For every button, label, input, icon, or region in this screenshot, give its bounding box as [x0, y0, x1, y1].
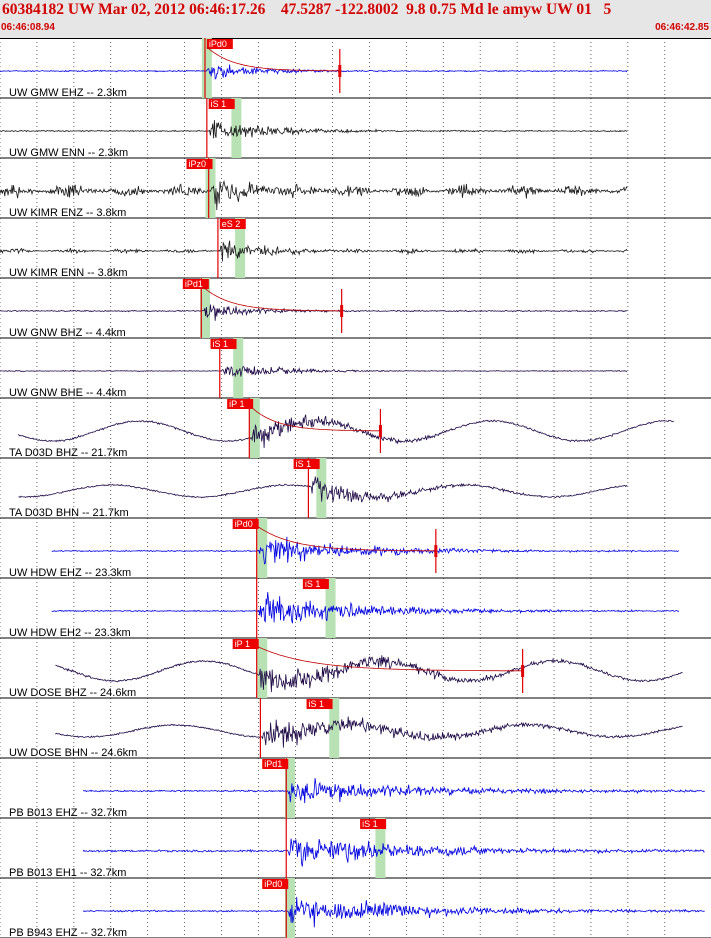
channel-label: TA D03D BHN -- 21.7km — [9, 507, 129, 519]
phase-window-band — [375, 818, 386, 878]
pick-label: iS 1 — [362, 819, 378, 829]
phase-window-band — [284, 878, 295, 938]
waveform-trace — [0, 179, 628, 211]
channel-label: TA D03D BHZ -- 21.7km — [9, 447, 127, 459]
channel-label: UW DOSE BHN -- 24.6km — [9, 747, 137, 759]
plot-header: 60384182 UW Mar 02, 2012 06:46:17.26 47.… — [0, 0, 711, 39]
waveform-trace — [18, 476, 628, 503]
channel-label: UW GMW EHZ -- 2.3km — [9, 87, 127, 99]
coda-curve — [258, 526, 435, 552]
channel-label: UW GNW BHZ -- 4.4km — [9, 327, 126, 339]
pick-label-box — [232, 519, 259, 529]
channel-label: UW HDW EH2 -- 23.3km — [9, 627, 131, 639]
pick-label: iPd1 — [185, 279, 203, 289]
pick-label: iPd0 — [209, 39, 227, 49]
waveform-trace — [0, 304, 628, 321]
coda-marker-box — [521, 665, 525, 677]
pick-label-box — [219, 219, 246, 229]
waveform-trace — [0, 120, 628, 139]
pick-label: iPz0 — [189, 159, 207, 169]
pick-label-box — [306, 699, 333, 709]
pick-label: iS 1 — [213, 339, 229, 349]
pick-label: iS 1 — [296, 459, 312, 469]
pick-label-box — [210, 339, 237, 349]
phase-window-band — [257, 518, 268, 578]
waveform-trace — [82, 838, 705, 867]
pick-label-box — [227, 399, 254, 409]
pick-label: iS 1 — [305, 579, 321, 589]
waveform-trace — [83, 777, 705, 804]
waveform-trace — [0, 240, 628, 262]
phase-window-band — [201, 38, 212, 98]
pick-label: eS 2 — [222, 219, 241, 229]
phase-window-band — [233, 338, 244, 398]
channel-label: PB B943 EHZ -- 32.7km — [9, 927, 127, 938]
waveform-trace — [55, 655, 683, 693]
pick-label: iPd0 — [235, 519, 253, 529]
pick-label: iS 1 — [211, 99, 227, 109]
pick-label-box — [262, 879, 289, 889]
pick-label: iP 1 — [229, 399, 244, 409]
coda-curve — [258, 646, 523, 672]
channel-label: UW KIMR ENN -- 3.8km — [9, 267, 128, 279]
pick-label-box — [206, 39, 233, 49]
channel-label: UW DOSE BHZ -- 24.6km — [9, 687, 136, 699]
end-time-label: 06:46:42.85 — [655, 22, 709, 33]
waveform-trace — [51, 592, 680, 624]
pick-label-box — [182, 279, 209, 289]
coda-marker-box — [434, 545, 438, 557]
waveform-trace — [18, 414, 674, 449]
coda-marker-box — [338, 65, 342, 77]
pick-label-box — [232, 639, 259, 649]
phase-window-band — [316, 458, 327, 518]
channel-label: UW GNW BHE -- 4.4km — [9, 387, 126, 399]
pick-label-box — [186, 159, 213, 169]
coda-curve — [202, 286, 342, 312]
pick-label: iP 1 — [235, 639, 250, 649]
pick-label: iS 1 — [309, 699, 325, 709]
phase-window-band — [257, 638, 268, 698]
waveform-trace — [51, 536, 680, 565]
waveform-trace — [55, 716, 683, 748]
start-time-label: 06:46:08.94 — [1, 22, 55, 33]
phase-window-band — [284, 758, 295, 818]
phase-window-band — [199, 278, 210, 338]
pick-label-box — [262, 759, 289, 769]
channel-label: PB B013 EHZ -- 32.7km — [9, 807, 127, 819]
channel-label: UW HDW EHZ -- 23.3km — [9, 567, 131, 579]
pick-label: iPd1 — [264, 759, 282, 769]
coda-curve — [250, 406, 380, 432]
channel-label: UW KIMR ENZ -- 3.8km — [9, 207, 126, 219]
channel-label: UW GMW ENN -- 2.3km — [9, 147, 128, 159]
waveform-trace — [82, 896, 705, 928]
pick-label-box — [293, 459, 320, 469]
pick-label: iPd0 — [264, 879, 282, 889]
pick-label-box — [360, 819, 387, 829]
pick-label-box — [208, 99, 235, 109]
waveform-trace — [0, 64, 628, 80]
coda-marker-box — [340, 305, 344, 317]
coda-curve — [206, 46, 339, 72]
coda-marker-box — [378, 425, 382, 437]
pick-label-box — [302, 579, 329, 589]
phase-window-band — [329, 698, 340, 758]
phase-window-band — [205, 158, 216, 218]
waveform-trace — [0, 365, 628, 378]
channel-label: PB B013 EH1 -- 32.7km — [9, 867, 126, 879]
event-title: 60384182 UW Mar 02, 2012 06:46:17.26 47.… — [2, 1, 612, 18]
